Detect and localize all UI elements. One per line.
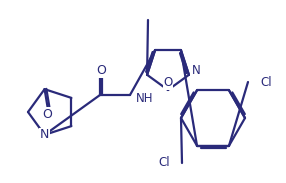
Text: O: O bbox=[163, 76, 173, 89]
Text: Cl: Cl bbox=[260, 76, 272, 89]
Text: Cl: Cl bbox=[158, 156, 170, 169]
Text: O: O bbox=[43, 108, 53, 121]
Text: N: N bbox=[192, 64, 200, 77]
Text: NH: NH bbox=[136, 92, 154, 106]
Text: O: O bbox=[96, 64, 106, 77]
Text: N: N bbox=[40, 128, 49, 141]
